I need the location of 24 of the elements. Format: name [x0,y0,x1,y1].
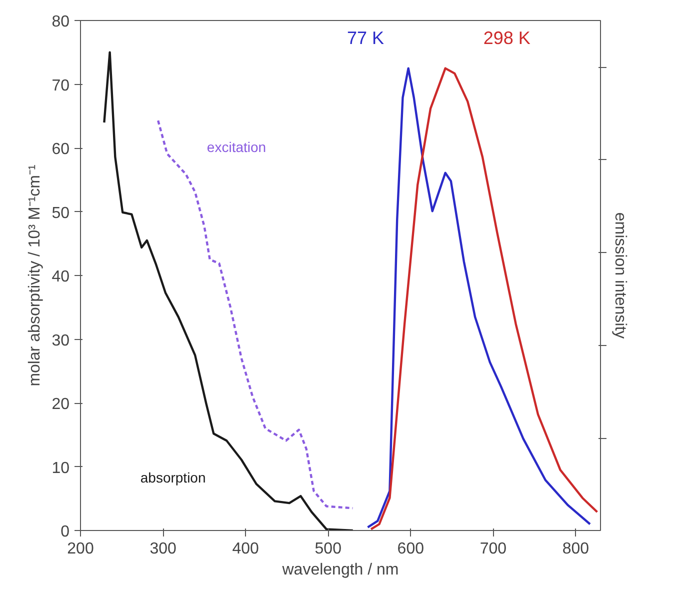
y-tick-label: 40 [52,268,70,286]
series-label: 77 K [346,28,384,48]
x-tick-label: 500 [314,540,342,558]
y-tick-label: 60 [52,141,70,158]
text: absorption [140,469,206,486]
y-tick-label: 80 [52,14,70,30]
y2-axis-title: emission intensity [612,212,628,339]
x-tick-label: 800 [562,540,590,558]
y-tick-label: 20 [52,396,70,413]
line-series [103,51,354,530]
y-axis-title: molar absorptivity / 10³ M⁻¹cm⁻¹ [26,164,44,386]
x-tick-label: 400 [232,540,260,558]
text: 298 K [483,28,530,48]
x-tick-label: 300 [150,540,176,558]
y-tick-label: 0 [60,524,70,540]
y-tick-label: 30 [52,332,70,350]
x-tick-label: 600 [397,540,424,558]
x-axis-title: wavelength / nm [281,562,399,578]
y-tick-label: 10 [52,460,70,477]
y-tick-label: 70 [52,77,70,94]
text: excitation [206,138,266,155]
x-tick-label: 200 [67,540,94,558]
y-tick-label: 50 [52,204,70,222]
x-tick-label: 700 [480,540,507,558]
